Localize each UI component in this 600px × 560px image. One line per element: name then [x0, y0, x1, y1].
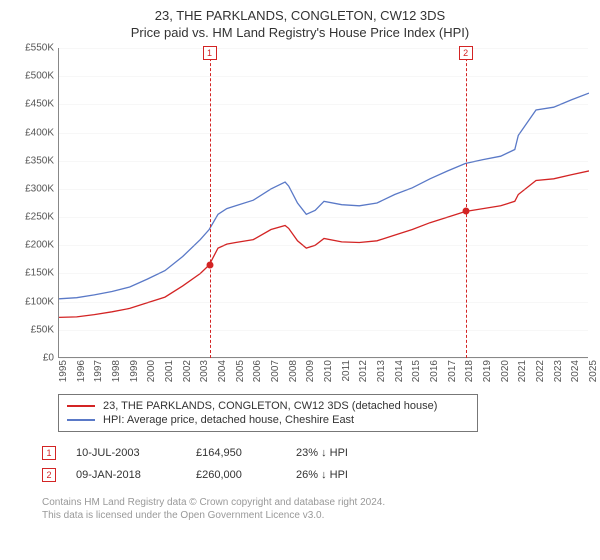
legend-label: HPI: Average price, detached house, Ches… [103, 414, 354, 426]
x-tick-label: 2016 [429, 360, 440, 382]
title-line1: 23, THE PARKLANDS, CONGLETON, CW12 3DS [12, 8, 588, 23]
x-tick-label: 1998 [111, 360, 122, 382]
x-tick-label: 2020 [500, 360, 511, 382]
x-tick-label: 2005 [235, 360, 246, 382]
detail-date: 09-JAN-2018 [76, 469, 176, 481]
x-tick-label: 2009 [305, 360, 316, 382]
detail-price: £164,950 [196, 447, 276, 459]
x-tick-label: 2019 [482, 360, 493, 382]
y-tick-label: £0 [43, 353, 54, 364]
plot-area: 12 [58, 48, 588, 358]
x-tick-label: 2013 [376, 360, 387, 382]
x-tick-label: 2023 [553, 360, 564, 382]
x-tick-label: 2008 [288, 360, 299, 382]
x-tick-label: 2025 [588, 360, 599, 382]
legend-label: 23, THE PARKLANDS, CONGLETON, CW12 3DS (… [103, 400, 437, 412]
x-tick-label: 2024 [570, 360, 581, 382]
y-tick-label: £100K [25, 296, 54, 307]
detail-badge: 2 [42, 468, 56, 482]
x-tick-label: 2010 [323, 360, 334, 382]
credits-line1: Contains HM Land Registry data © Crown c… [42, 496, 588, 509]
title-line2: Price paid vs. HM Land Registry's House … [12, 25, 588, 40]
x-tick-label: 2017 [447, 360, 458, 382]
y-tick-label: £550K [25, 43, 54, 54]
x-tick-label: 2018 [464, 360, 475, 382]
legend-row: 23, THE PARKLANDS, CONGLETON, CW12 3DS (… [67, 399, 469, 413]
title-block: 23, THE PARKLANDS, CONGLETON, CW12 3DS P… [12, 8, 588, 40]
x-tick-label: 2022 [535, 360, 546, 382]
y-tick-label: £250K [25, 212, 54, 223]
marker-line [210, 48, 211, 358]
detail-row: 2 09-JAN-2018 £260,000 26% ↓ HPI [42, 464, 588, 486]
x-tick-label: 2015 [411, 360, 422, 382]
sale-details: 1 10-JUL-2003 £164,950 23% ↓ HPI 2 09-JAN-201… [42, 442, 588, 486]
x-tick-label: 2001 [164, 360, 175, 382]
detail-date: 10-JUL-2003 [76, 447, 176, 459]
series-line [59, 171, 589, 318]
marker-badge: 1 [203, 46, 217, 60]
series-line [59, 93, 589, 299]
marker-badge: 2 [459, 46, 473, 60]
marker-line [466, 48, 467, 358]
x-tick-label: 2014 [394, 360, 405, 382]
x-tick-label: 2004 [217, 360, 228, 382]
x-tick-label: 2000 [146, 360, 157, 382]
y-tick-label: £300K [25, 183, 54, 194]
marker-dot [206, 262, 213, 269]
y-tick-label: £200K [25, 240, 54, 251]
x-tick-label: 2011 [341, 360, 352, 382]
x-tick-label: 1997 [93, 360, 104, 382]
series-svg [59, 48, 589, 358]
detail-price: £260,000 [196, 469, 276, 481]
detail-badge: 1 [42, 446, 56, 460]
chart: £0 £50K £100K £150K £200K £250K £300K £350K £400… [12, 48, 588, 388]
x-tick-label: 2021 [517, 360, 528, 382]
y-tick-label: £450K [25, 99, 54, 110]
chart-container: 23, THE PARKLANDS, CONGLETON, CW12 3DS P… [0, 0, 600, 560]
x-tick-label: 2003 [199, 360, 210, 382]
y-tick-label: £350K [25, 155, 54, 166]
legend-row: HPI: Average price, detached house, Ches… [67, 413, 469, 427]
detail-delta: 23% ↓ HPI [296, 447, 348, 459]
x-tick-label: 1995 [58, 360, 69, 382]
credits-line2: This data is licensed under the Open Gov… [42, 509, 588, 522]
x-tick-label: 2012 [358, 360, 369, 382]
legend-swatch [67, 419, 95, 421]
x-tick-label: 1996 [76, 360, 87, 382]
marker-dot [462, 208, 469, 215]
y-axis: £0£50K£100K£150K£200K£250K£300K£350K£400… [12, 48, 58, 358]
y-tick-label: £150K [25, 268, 54, 279]
x-tick-label: 2007 [270, 360, 281, 382]
x-tick-label: 1999 [129, 360, 140, 382]
y-tick-label: £400K [25, 127, 54, 138]
legend: 23, THE PARKLANDS, CONGLETON, CW12 3DS (… [58, 394, 478, 432]
x-tick-label: 2002 [182, 360, 193, 382]
y-tick-label: £500K [25, 71, 54, 82]
x-tick-label: 2006 [252, 360, 263, 382]
x-axis: 1995 1996 1997 1998 1999 2000 2001 2002 2003 2004… [58, 358, 588, 388]
credits: Contains HM Land Registry data © Crown c… [42, 496, 588, 522]
detail-delta: 26% ↓ HPI [296, 469, 348, 481]
legend-swatch [67, 405, 95, 407]
detail-row: 1 10-JUL-2003 £164,950 23% ↓ HPI [42, 442, 588, 464]
y-tick-label: £50K [31, 324, 54, 335]
